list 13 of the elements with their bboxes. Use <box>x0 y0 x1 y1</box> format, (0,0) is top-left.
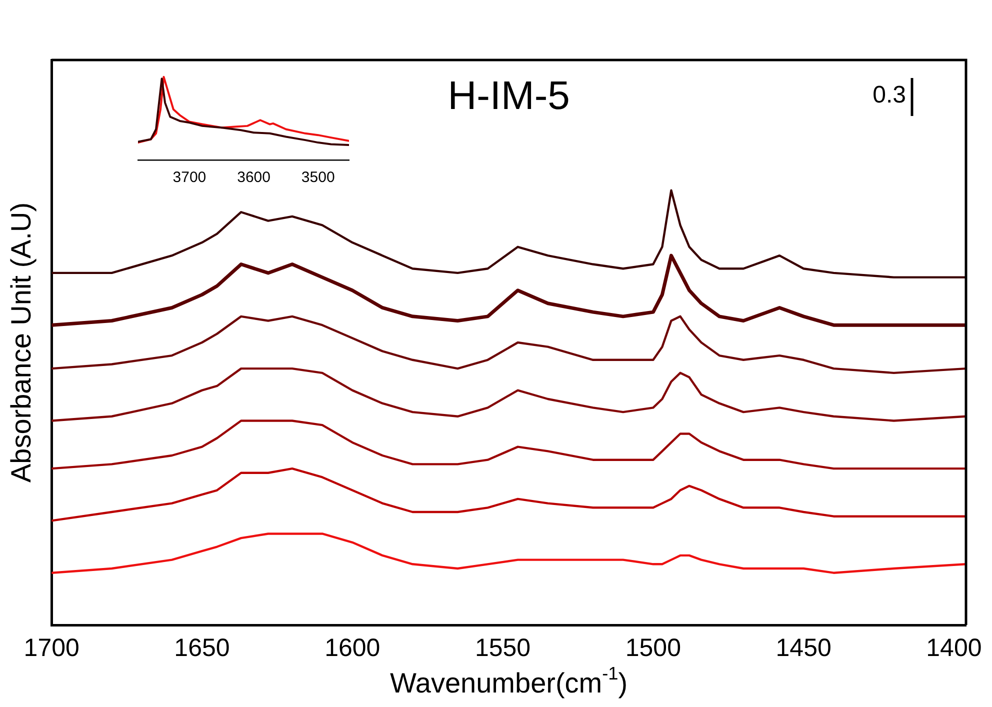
x-tick-label: 1550 <box>474 634 531 662</box>
y-axis-title: Absorbance Unit (A.U) <box>6 202 37 483</box>
x-tick-label: 1450 <box>776 634 832 662</box>
x-tick-label: 1500 <box>625 634 681 662</box>
x-tick-label: 1650 <box>174 634 230 662</box>
chart-title: H-IM-5 <box>448 74 570 118</box>
x-tick-label: 3700 <box>172 169 206 186</box>
x-tick-label: 3500 <box>301 169 335 186</box>
x-tick-label: 3600 <box>237 169 270 186</box>
x-tick-label: 1400 <box>926 634 982 662</box>
x-tick-label: 1700 <box>24 634 80 662</box>
x-tick-label: 1600 <box>324 634 380 662</box>
text: 0.3 <box>872 82 906 109</box>
